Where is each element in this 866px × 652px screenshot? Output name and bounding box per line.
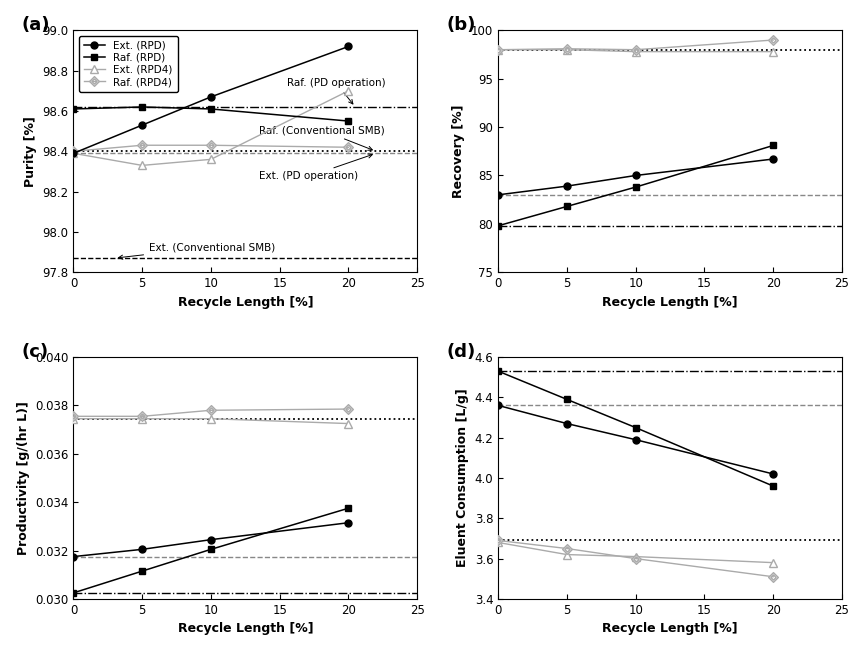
Text: Raf. (PD operation): Raf. (PD operation) bbox=[287, 78, 385, 104]
X-axis label: Recycle Length [%]: Recycle Length [%] bbox=[178, 295, 313, 308]
Y-axis label: Recovery [%]: Recovery [%] bbox=[453, 104, 466, 198]
Y-axis label: Productivity [g/(hr L)]: Productivity [g/(hr L)] bbox=[16, 401, 29, 555]
Text: Ext. (PD operation): Ext. (PD operation) bbox=[259, 154, 372, 181]
X-axis label: Recycle Length [%]: Recycle Length [%] bbox=[178, 622, 313, 635]
Text: Ext. (Conventional SMB): Ext. (Conventional SMB) bbox=[119, 242, 275, 259]
Legend: Ext. (RPD), Raf. (RPD), Ext. (RPD4), Raf. (RPD4): Ext. (RPD), Raf. (RPD), Ext. (RPD4), Raf… bbox=[79, 36, 178, 92]
Text: (c): (c) bbox=[22, 342, 49, 361]
Y-axis label: Eluent Consumption [L/g]: Eluent Consumption [L/g] bbox=[456, 389, 469, 567]
Text: (b): (b) bbox=[447, 16, 476, 34]
X-axis label: Recycle Length [%]: Recycle Length [%] bbox=[602, 295, 738, 308]
Text: Raf. (Conventional SMB): Raf. (Conventional SMB) bbox=[259, 125, 385, 151]
Text: (a): (a) bbox=[22, 16, 50, 34]
Text: (d): (d) bbox=[447, 342, 475, 361]
Y-axis label: Purity [%]: Purity [%] bbox=[24, 116, 37, 186]
X-axis label: Recycle Length [%]: Recycle Length [%] bbox=[602, 622, 738, 635]
